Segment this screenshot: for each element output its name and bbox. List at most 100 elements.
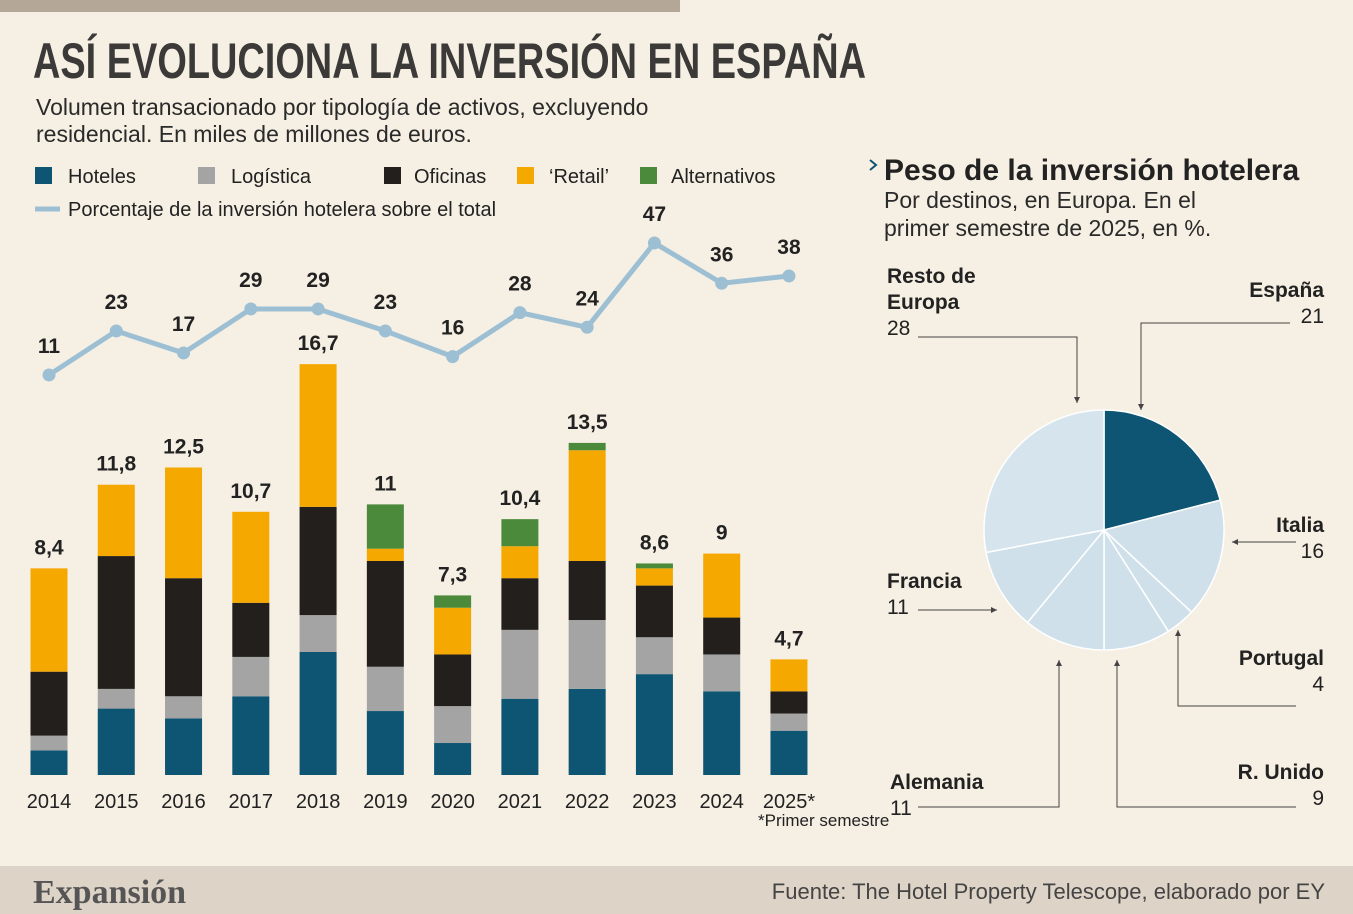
bar-segment bbox=[434, 706, 472, 744]
pie-label-name: Italia bbox=[1276, 514, 1324, 537]
line-label: 23 bbox=[105, 291, 128, 314]
bar-segment bbox=[568, 442, 606, 451]
bar-segment bbox=[299, 615, 337, 652]
brand: Expansión bbox=[33, 874, 186, 911]
total-label: 10,4 bbox=[499, 487, 540, 510]
line-label: 47 bbox=[643, 203, 666, 226]
bar-segment bbox=[635, 563, 673, 569]
title: ASÍ EVOLUCIONA LA INVERSIÓN EN ESPAÑA bbox=[33, 33, 866, 89]
pie-label: Italia 16 bbox=[1276, 513, 1324, 565]
line-label: 23 bbox=[374, 291, 397, 314]
line-label: 24 bbox=[575, 287, 599, 310]
bar-segment bbox=[97, 688, 135, 709]
bar-segment bbox=[232, 696, 270, 775]
bar-segment bbox=[30, 568, 68, 672]
bar-segment bbox=[165, 718, 203, 775]
x-tick-label: 2025* bbox=[763, 791, 815, 813]
pie-slice bbox=[1102, 499, 1225, 614]
pie-label: España 21 bbox=[1249, 278, 1324, 330]
legend-swatch bbox=[35, 167, 52, 184]
bar-segment bbox=[703, 654, 741, 692]
pie-title: Peso de la inversión hotelera bbox=[884, 154, 1299, 187]
line-point bbox=[513, 306, 527, 320]
legend-label: Alternativos bbox=[671, 166, 776, 188]
bar-segment bbox=[30, 750, 68, 775]
x-tick-label: 2016 bbox=[161, 791, 206, 813]
total-label: 7,3 bbox=[438, 563, 467, 586]
line-point bbox=[378, 324, 392, 338]
total-label: 11,8 bbox=[96, 453, 136, 476]
bar-segment bbox=[770, 730, 808, 775]
bar-segment bbox=[366, 504, 404, 549]
source: Fuente: The Hotel Property Telescope, el… bbox=[772, 879, 1326, 904]
pie-label-value: 9 bbox=[1312, 787, 1324, 810]
x-tick-label: 2023 bbox=[632, 791, 677, 813]
total-label: 9 bbox=[716, 522, 728, 545]
line-point bbox=[580, 320, 594, 334]
bar-segment bbox=[97, 708, 135, 775]
pie-slice bbox=[1026, 527, 1105, 651]
line-label: 16 bbox=[441, 317, 464, 340]
total-label: 11 bbox=[374, 472, 397, 495]
pie-label-name: Resto de Europa bbox=[887, 265, 976, 314]
bar-segment bbox=[165, 696, 203, 719]
bar-segment bbox=[770, 713, 808, 731]
pie-label-name: Alemania bbox=[890, 771, 984, 794]
bar-segment bbox=[703, 617, 741, 655]
top-bar bbox=[0, 0, 680, 12]
bar-segment bbox=[299, 364, 337, 507]
total-label: 16,7 bbox=[298, 332, 339, 355]
bar-segment bbox=[703, 691, 741, 775]
bar-segment bbox=[568, 450, 606, 561]
x-tick-label: 2022 bbox=[565, 791, 610, 813]
bar-segment bbox=[568, 560, 606, 621]
pie-label: R. Unido 9 bbox=[1238, 760, 1324, 812]
legend-label: Logística bbox=[231, 166, 312, 188]
line-point bbox=[446, 350, 460, 364]
total-label: 12,5 bbox=[163, 436, 204, 459]
bar-segment bbox=[366, 666, 404, 712]
bar-segment bbox=[30, 735, 68, 751]
line bbox=[47, 240, 790, 378]
bar-segment bbox=[366, 711, 404, 775]
x-tick-label: 2020 bbox=[430, 791, 475, 813]
pie-label-value: 11 bbox=[887, 596, 909, 619]
bar-segment bbox=[434, 743, 472, 775]
legend-swatch bbox=[517, 167, 534, 184]
line-point bbox=[244, 302, 258, 316]
pie-slice bbox=[1103, 409, 1222, 531]
line-label: 11 bbox=[38, 335, 61, 358]
line-point bbox=[715, 276, 729, 290]
pie-slice bbox=[983, 409, 1105, 554]
bar-segment bbox=[635, 637, 673, 675]
bar-segment bbox=[232, 602, 270, 657]
total-label: 8,4 bbox=[34, 536, 64, 559]
bar-segment bbox=[568, 620, 606, 689]
legend-label: Hoteles bbox=[68, 166, 136, 188]
bar-segment bbox=[501, 519, 539, 547]
line-point bbox=[42, 368, 56, 382]
pie-label: Francia 11 bbox=[887, 569, 992, 621]
total-label: 8,6 bbox=[640, 531, 669, 554]
legend-label: Porcentaje de la inversión hotelera sobr… bbox=[68, 199, 496, 221]
line-label: 29 bbox=[306, 269, 329, 292]
pie-label-name: Francia bbox=[887, 570, 962, 593]
bar-segment bbox=[568, 688, 606, 775]
bar-segment bbox=[366, 560, 404, 667]
legend-swatch bbox=[384, 167, 401, 184]
bar-segment bbox=[770, 659, 808, 692]
bar-segment bbox=[232, 656, 270, 697]
line-label: 36 bbox=[710, 243, 733, 266]
x-tick-label: 2017 bbox=[229, 791, 274, 813]
bar-segment bbox=[501, 698, 539, 775]
line-point bbox=[647, 236, 661, 250]
x-tick-label: 2021 bbox=[498, 791, 543, 813]
line-point bbox=[311, 302, 325, 316]
bar-segment bbox=[434, 595, 472, 608]
pie-label: Portugal 4 bbox=[1239, 646, 1324, 698]
bar-segment bbox=[97, 484, 135, 557]
x-tick-label: 2024 bbox=[699, 791, 744, 813]
bar-segment bbox=[703, 553, 741, 618]
legend-label: ‘Retail’ bbox=[549, 166, 609, 188]
line-label: 38 bbox=[777, 236, 801, 259]
